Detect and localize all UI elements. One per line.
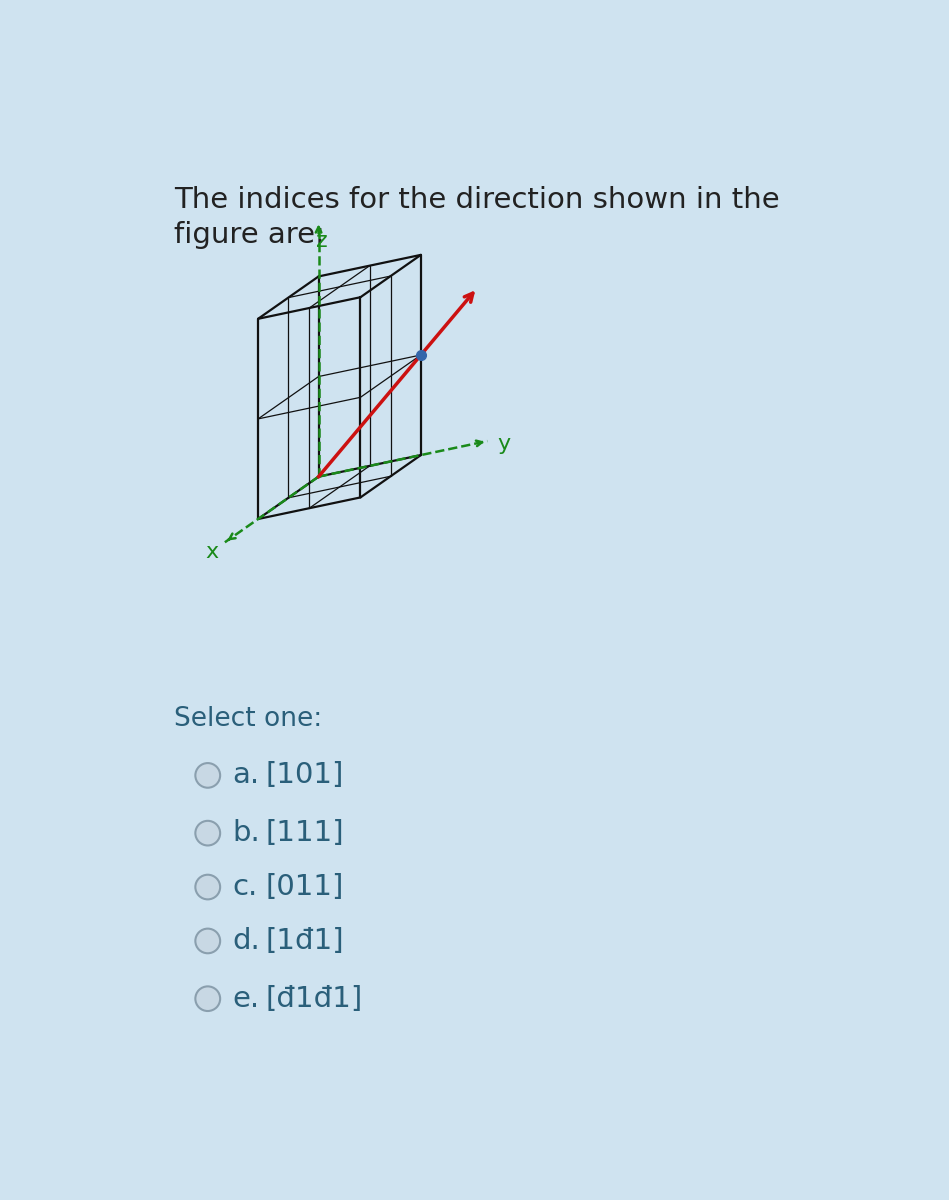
Text: figure are:: figure are: bbox=[175, 221, 326, 248]
Text: [111]: [111] bbox=[266, 820, 344, 847]
Text: [đ1đ1]: [đ1đ1] bbox=[266, 985, 363, 1013]
Text: d.: d. bbox=[233, 926, 260, 955]
Text: Select one:: Select one: bbox=[175, 706, 323, 732]
Text: [011]: [011] bbox=[266, 874, 344, 901]
Text: a.: a. bbox=[233, 761, 260, 790]
Circle shape bbox=[195, 763, 220, 787]
Text: b.: b. bbox=[233, 820, 260, 847]
Circle shape bbox=[195, 821, 220, 846]
Text: z: z bbox=[316, 230, 327, 251]
Circle shape bbox=[195, 986, 220, 1012]
Text: c.: c. bbox=[233, 874, 258, 901]
Circle shape bbox=[195, 875, 220, 899]
Text: [1đ1]: [1đ1] bbox=[266, 926, 344, 955]
Circle shape bbox=[195, 929, 220, 953]
Text: x: x bbox=[206, 541, 219, 562]
Text: y: y bbox=[497, 434, 511, 454]
Text: The indices for the direction shown in the: The indices for the direction shown in t… bbox=[175, 186, 780, 215]
Text: e.: e. bbox=[233, 985, 260, 1013]
Text: [101]: [101] bbox=[266, 761, 344, 790]
